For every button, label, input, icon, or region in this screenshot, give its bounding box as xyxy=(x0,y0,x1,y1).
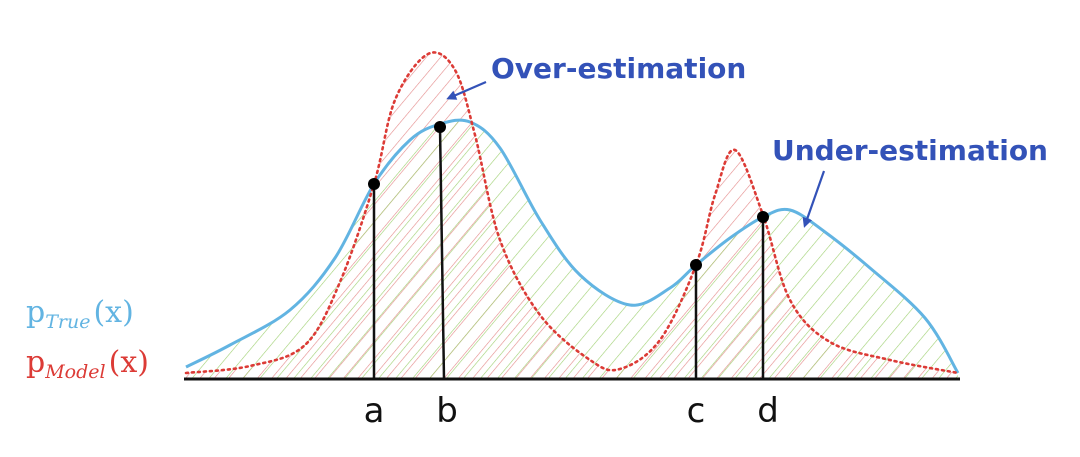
marker-label-c: c xyxy=(687,391,706,431)
marker-point-a xyxy=(368,178,380,190)
marker-point-d xyxy=(757,211,769,223)
marker-label-b: b xyxy=(436,391,458,431)
model-distribution-curve xyxy=(184,51,960,375)
under-estimation-label: Under-estimation xyxy=(772,134,1048,167)
over-estimation-arrow xyxy=(446,80,487,100)
under-estimation-hatch xyxy=(186,120,958,379)
over-estimation-label: Over-estimation xyxy=(491,52,746,85)
legend-true: pTrue (x) xyxy=(26,295,134,333)
true-distribution-curve xyxy=(185,118,960,374)
under-estimation-arrow xyxy=(802,170,826,228)
marker-point-c xyxy=(690,259,702,271)
legend-model: pModel (x) xyxy=(26,345,149,383)
marker-label-a: a xyxy=(364,391,385,431)
marker-point-b xyxy=(434,121,446,133)
marker-label-d: d xyxy=(757,391,779,431)
marker-line-b xyxy=(438,126,446,380)
